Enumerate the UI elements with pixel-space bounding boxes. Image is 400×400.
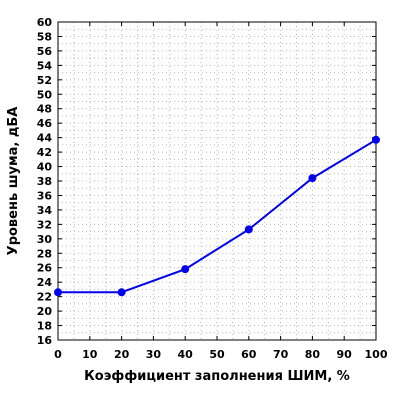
x-tick-label: 40 (178, 348, 194, 361)
data-point (117, 288, 126, 297)
x-tick-label: 10 (82, 348, 98, 361)
x-tick-label: 20 (114, 348, 130, 361)
x-tick-labels: 0 10 20 30 40 50 60 70 80 90 100 (54, 348, 388, 361)
series (54, 135, 380, 297)
data-point (54, 288, 62, 297)
y-tick-label: 60 (37, 16, 53, 29)
y-tick-label: 58 (37, 30, 52, 43)
y-tick-label: 24 (37, 276, 53, 289)
y-tick-label: 54 (37, 59, 53, 72)
y-tick-label: 56 (37, 45, 53, 58)
y-tick-label: 26 (37, 262, 53, 275)
x-axis-label: Коэффициент заполнения ШИМ, % (84, 369, 350, 384)
y-tick-label: 18 (37, 320, 52, 333)
y-tick-label: 36 (37, 189, 53, 202)
y-tick-label: 52 (37, 74, 52, 87)
x-tick-label: 100 (365, 348, 388, 361)
y-tick-label: 44 (37, 132, 53, 145)
data-point (181, 265, 190, 274)
y-tick-label: 48 (37, 103, 52, 116)
x-tick-label: 90 (337, 348, 353, 361)
y-tick-label: 42 (37, 146, 52, 159)
x-tick-label: 50 (209, 348, 225, 361)
y-tick-label: 20 (37, 305, 53, 318)
x-tick-label: 0 (54, 348, 62, 361)
data-point (372, 135, 380, 144)
y-tick-label: 22 (37, 291, 52, 304)
y-tick-label: 30 (37, 233, 53, 246)
series-line (58, 138, 377, 294)
y-tick-label: 28 (37, 247, 52, 260)
x-tick-label: 30 (146, 348, 162, 361)
x-tick-label: 80 (305, 348, 321, 361)
x-tick-label: 60 (241, 348, 257, 361)
data-point (308, 174, 317, 183)
y-tick-label: 46 (37, 117, 53, 130)
y-tick-label: 34 (37, 204, 53, 217)
y-tick-label: 16 (37, 334, 53, 347)
y-tick-label: 38 (37, 175, 52, 188)
data-point (244, 225, 253, 234)
y-tick-label: 50 (37, 88, 53, 101)
y-tick-label: 32 (37, 218, 52, 231)
x-tick-label: 70 (273, 348, 289, 361)
y-tick-label: 40 (37, 161, 53, 174)
y-axis-label: Уровень шума, дБА (6, 107, 21, 256)
